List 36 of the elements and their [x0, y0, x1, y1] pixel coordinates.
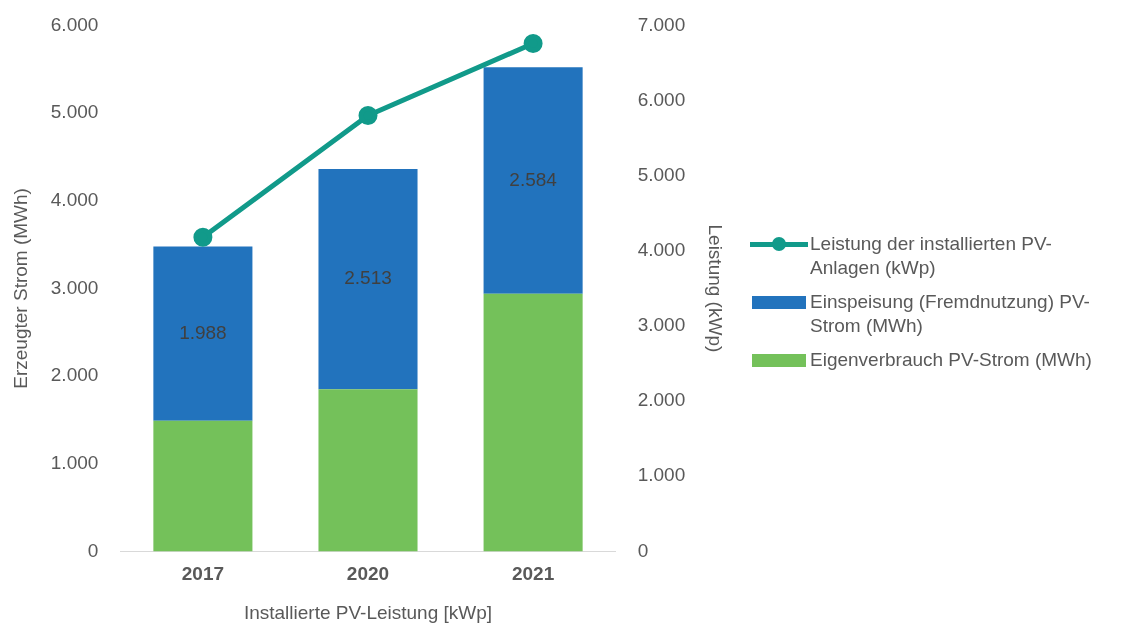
- y2-tick-label: 7.000: [637, 13, 686, 35]
- y-tick-label: 2.000: [50, 364, 99, 386]
- y-axis-title: Erzeugter Strom (MWh): [9, 188, 31, 389]
- bar: [318, 168, 418, 390]
- point: [523, 33, 543, 53]
- y2-tick-label: 3.000: [637, 314, 686, 336]
- y2-axis-title: Leistung (kWp): [705, 224, 727, 353]
- y-tick-label: 5.000: [50, 101, 99, 123]
- x-tick-label: 2017: [181, 563, 225, 585]
- legend-label: Leistung der installierten PV-Anlagen (kWp): [810, 232, 1053, 280]
- data-label: 2.513: [344, 267, 392, 289]
- legend-label: Einspeisung (Fremdnutzung) PV-Strom (MWh): [810, 290, 1091, 338]
- y2-tick-label: 1.000: [637, 464, 686, 486]
- bar: [153, 246, 253, 421]
- point: [193, 227, 213, 247]
- y2-tick-label: 6.000: [637, 88, 686, 110]
- legend-label: Eigenverbrauch PV-Strom (MWh): [810, 348, 1093, 372]
- x-axis-title: Installierte PV-Leistung [kWp]: [243, 601, 493, 623]
- bar: [153, 420, 253, 552]
- bar: [483, 293, 583, 552]
- y2-tick-label: 0: [637, 539, 649, 561]
- bar: [483, 67, 583, 294]
- y-tick-label: 0: [87, 539, 99, 561]
- y-tick-label: 3.000: [50, 276, 99, 298]
- y2-tick-label: 5.000: [637, 163, 686, 185]
- data-label: 2.584: [509, 168, 558, 190]
- point: [358, 106, 378, 126]
- y2-tick-label: 2.000: [637, 389, 686, 411]
- data-label: 1.988: [179, 321, 227, 343]
- y-tick-label: 6.000: [50, 13, 99, 35]
- y2-tick-label: 4.000: [637, 239, 686, 261]
- x-tick-label: 2021: [511, 563, 555, 585]
- y-tick-label: 1.000: [50, 451, 99, 473]
- bar: [318, 389, 418, 552]
- y-tick-label: 4.000: [50, 188, 99, 210]
- x-tick-label: 2020: [346, 563, 390, 585]
